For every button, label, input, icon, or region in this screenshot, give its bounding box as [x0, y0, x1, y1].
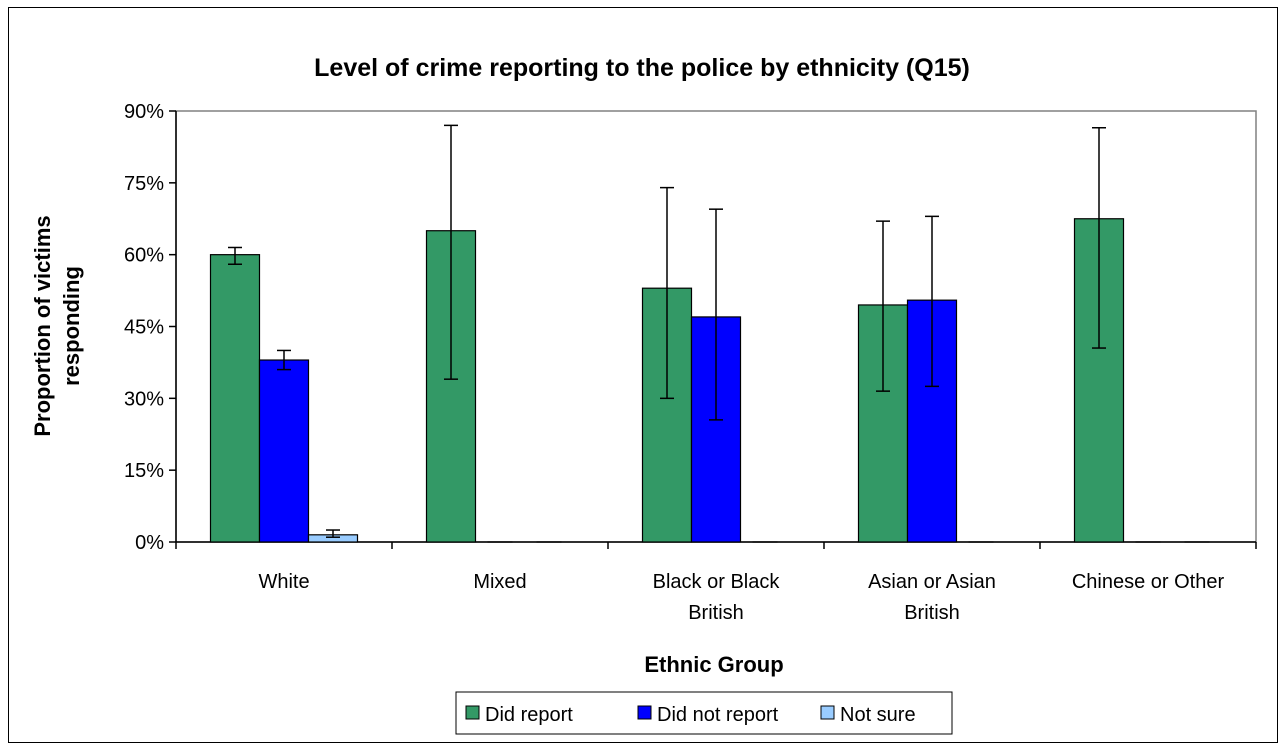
y-tick-label: 60%	[124, 245, 164, 267]
legend: Did report Did not report Not sure	[455, 691, 953, 735]
x-axis-ticks: White Mixed Black or Black British Asian or …	[175, 541, 1257, 624]
legend-box	[455, 691, 953, 735]
y-tick-label: 75%	[124, 173, 164, 195]
bars	[209, 218, 1210, 543]
x-tick-label: British	[688, 602, 744, 624]
y-tick-label: 0%	[135, 532, 164, 554]
y-tick-label: 45%	[124, 317, 164, 339]
x-tick-label: White	[258, 571, 309, 593]
x-tick-label: Mixed	[473, 571, 526, 593]
x-tick-label: British	[904, 602, 960, 624]
bar	[258, 359, 310, 543]
y-axis-title: Proportion of victims responding	[30, 215, 84, 436]
y-tick-label: 30%	[124, 388, 164, 410]
bar	[209, 254, 261, 543]
x-tick-label: Chinese or Other	[1072, 571, 1225, 593]
x-tick-label: Black or Black	[653, 571, 781, 593]
legend-label: Did report	[485, 704, 573, 726]
y-axis-ticks: 0% 15% 30% 45% 60% 75% 90%	[124, 101, 177, 554]
y-tick-label: 15%	[124, 460, 164, 482]
x-tick-label: Asian or Asian	[868, 571, 996, 593]
legend-swatch	[820, 705, 835, 720]
x-axis-title: Ethnic Group	[644, 652, 783, 677]
error-bars	[228, 124, 1106, 538]
legend-label: Not sure	[840, 704, 916, 726]
y-axis-title-line-1: Proportion of victims	[30, 215, 55, 436]
chart-title: Level of crime reporting to the police b…	[314, 54, 970, 82]
legend-swatch	[637, 705, 652, 720]
legend-swatch	[465, 705, 480, 720]
y-axis-title-line-2: responding	[59, 266, 84, 386]
y-tick-label: 90%	[124, 101, 164, 123]
legend-label: Did not report	[657, 704, 779, 726]
